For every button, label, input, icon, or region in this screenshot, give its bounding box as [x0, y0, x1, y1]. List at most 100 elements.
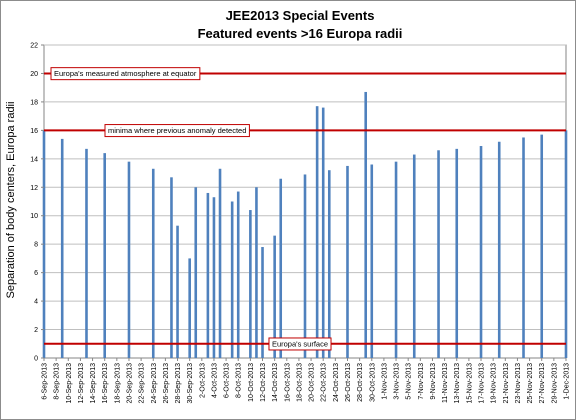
bar: [412, 154, 416, 358]
x-tick-label: 18-Sep-2013: [114, 363, 121, 404]
y-tick-label: 6: [34, 270, 38, 277]
x-tick-label: 20-Sep-2013: [126, 363, 133, 404]
x-tick-label: 3-Nov-2013: [394, 363, 401, 400]
x-tick-label: 14-Sep-2013: [90, 363, 97, 404]
y-tick-label: 0: [34, 356, 38, 363]
x-tick-label: 19-Nov-2013: [491, 363, 498, 404]
reference-line-label-box: [50, 67, 201, 81]
reference-line-label: Europa's surface: [272, 339, 328, 348]
bar: [255, 187, 258, 358]
chart-title-line-2: Featured events >16 Europa radii: [198, 26, 403, 41]
x-tick-label: 16-Sep-2013: [102, 363, 109, 404]
y-axis-label: Separation of body centers, Europa radii: [5, 102, 17, 299]
x-tick-label: 22-Oct-2013: [321, 363, 328, 402]
x-tick-label: 27-Nov-2013: [539, 363, 546, 404]
x-tick-label: 15-Nov-2013: [466, 363, 473, 404]
bar: [479, 146, 483, 358]
x-tick-label: 8-Oct-2013: [236, 363, 243, 398]
x-tick-label: 23-Nov-2013: [515, 363, 522, 404]
bar: [540, 134, 544, 358]
y-tick-label: 22: [30, 43, 38, 50]
x-tick-label: 30-Sep-2013: [187, 363, 194, 404]
x-tick-label: 8-Sep-2013: [54, 363, 61, 400]
bar: [564, 130, 568, 358]
x-tick-label: 25-Nov-2013: [527, 363, 534, 404]
x-tick-label: 5-Nov-2013: [406, 363, 413, 400]
x-tick-label: 26-Sep-2013: [163, 363, 170, 404]
bar: [249, 210, 252, 358]
bar: [85, 148, 88, 358]
x-tick-label: 21-Nov-2013: [503, 363, 510, 404]
x-tick-label: 14-Oct-2013: [272, 363, 279, 402]
bar: [236, 191, 240, 358]
x-tick-label: 18-Oct-2013: [296, 363, 303, 402]
bar: [188, 258, 191, 358]
y-tick-label: 14: [30, 156, 38, 163]
y-tick-label: 16: [30, 128, 38, 135]
bar: [261, 247, 264, 358]
x-tick-label: 13-Nov-2013: [454, 363, 461, 404]
bar: [60, 138, 64, 358]
chart-title-line-1: JEE2013 Special Events: [226, 8, 375, 23]
x-tick-label: 7-Nov-2013: [418, 363, 425, 400]
bar: [103, 153, 106, 358]
x-tick-label: 17-Nov-2013: [479, 363, 486, 404]
bar: [176, 225, 179, 358]
x-tick-label: 6-Sep-2013: [42, 363, 49, 400]
x-tick-label: 28-Sep-2013: [175, 363, 182, 404]
y-tick-label: 20: [30, 71, 38, 78]
bar: [370, 164, 374, 358]
bar: [497, 141, 501, 358]
bar: [327, 170, 331, 358]
y-tick-label: 2: [34, 327, 38, 334]
bar: [303, 174, 307, 358]
bar: [151, 168, 155, 358]
bar: [218, 168, 222, 358]
bar: [394, 161, 398, 358]
bar: [212, 197, 216, 358]
reference-lines-layer: Europa's measured atmosphere at equator m…: [44, 67, 566, 351]
x-tick-label: 9-Nov-2013: [430, 363, 437, 400]
bar: [273, 235, 276, 358]
x-tick-label: 24-Sep-2013: [151, 363, 158, 404]
x-tick-label: 1-Dec-2013: [564, 363, 571, 400]
bar: [522, 137, 525, 358]
bar: [346, 165, 349, 358]
bars-layer: [42, 91, 568, 358]
bar: [437, 150, 440, 358]
y-tick-label: 18: [30, 99, 38, 106]
bar: [279, 178, 283, 358]
y-tick-label: 4: [34, 299, 38, 306]
reference-line-label: Europa's measured atmosphere at equator: [54, 69, 197, 78]
bar: [230, 201, 234, 358]
x-tick-label: 2-Oct-2013: [199, 363, 206, 398]
axis-layer: 0 2 4 6 8 10 12 14 16 18 20 22 6-Sep-2013 8-Sep-2013 1…: [30, 43, 570, 404]
x-tick-label: 29-Nov-2013: [551, 363, 558, 404]
x-tick-label: 30-Oct-2013: [369, 363, 376, 402]
bar: [206, 192, 210, 358]
y-tick-label: 12: [30, 185, 38, 192]
x-tick-label: 26-Oct-2013: [345, 363, 352, 402]
x-tick-label: 4-Oct-2013: [211, 363, 218, 398]
y-tick-label: 8: [34, 242, 38, 249]
x-tick-label: 12-Sep-2013: [78, 363, 85, 404]
x-tick-label: 22-Sep-2013: [139, 363, 146, 404]
x-tick-label: 28-Oct-2013: [357, 363, 364, 402]
x-tick-label: 1-Nov-2013: [381, 363, 388, 400]
x-tick-label: 10-Oct-2013: [248, 363, 255, 402]
bar: [127, 161, 131, 358]
bar: [321, 107, 325, 358]
bar: [170, 177, 173, 358]
reference-line-label: minima where previous anomaly detected: [108, 126, 246, 135]
bar: [315, 106, 319, 358]
bar: [194, 187, 198, 358]
x-tick-label: 16-Oct-2013: [284, 363, 291, 402]
reference-line-label-box: [268, 337, 332, 351]
x-tick-label: 10-Sep-2013: [66, 363, 73, 404]
bar: [455, 148, 459, 358]
reference-line-label-box: [104, 124, 250, 138]
bar: [364, 91, 367, 358]
x-tick-label: 11-Nov-2013: [442, 363, 449, 403]
x-tick-label: 24-Oct-2013: [333, 363, 340, 402]
